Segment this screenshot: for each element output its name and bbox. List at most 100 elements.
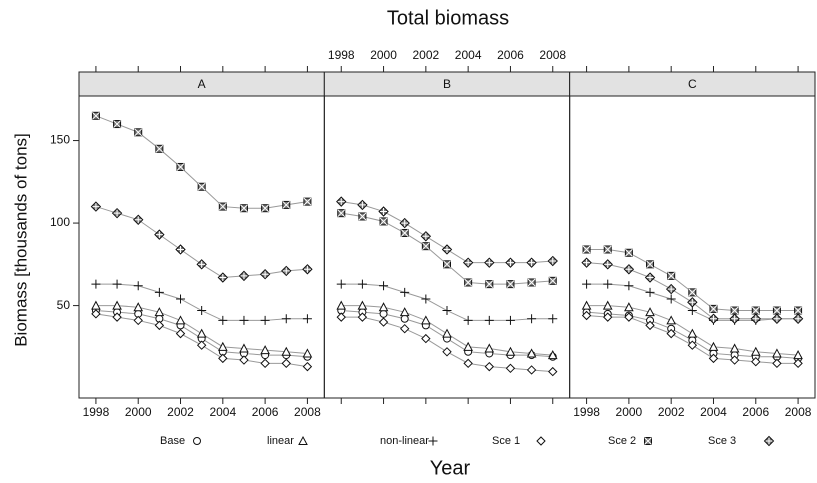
marker-shape: [193, 437, 201, 445]
marker-shape: [624, 302, 634, 312]
marker-shape: [357, 300, 368, 310]
point-marker: [357, 199, 368, 211]
marker-shape: [667, 285, 675, 293]
point-marker: [526, 348, 537, 358]
marker-shape: [239, 315, 249, 325]
legend-label: Sce 2: [608, 435, 636, 447]
marker-shape: [687, 306, 697, 316]
marker-shape: [645, 307, 655, 317]
point-marker: [772, 358, 782, 369]
marker-shape: [526, 348, 537, 358]
x-tick-label: 2002: [658, 405, 685, 419]
x-tick-label: 1998: [83, 405, 110, 419]
point-marker: [302, 314, 312, 324]
point-marker: [463, 358, 473, 369]
marker-shape: [688, 288, 697, 297]
point-marker: [729, 313, 740, 324]
marker-shape: [506, 259, 514, 267]
y-tick-label: 50: [57, 298, 71, 312]
legend-label: Sce 1: [492, 435, 520, 447]
marker-shape: [603, 279, 613, 289]
point-marker: [484, 315, 494, 325]
point-marker: [400, 287, 410, 297]
point-marker: [526, 257, 537, 268]
point-marker: [441, 244, 453, 255]
point-marker: [751, 306, 760, 315]
point-marker: [646, 260, 655, 269]
point-marker: [443, 260, 451, 269]
x-tick-label: 2008: [539, 48, 566, 62]
marker-shape: [485, 259, 493, 267]
point-marker: [644, 437, 652, 445]
point-marker: [298, 435, 308, 445]
point-marker: [772, 348, 782, 358]
point-marker: [463, 341, 473, 351]
marker-shape: [175, 315, 186, 325]
marker-shape: [378, 302, 389, 312]
marker-shape: [793, 358, 803, 369]
point-marker: [603, 279, 613, 289]
point-marker: [358, 212, 367, 221]
marker-shape: [645, 320, 655, 331]
marker-shape: [133, 315, 143, 326]
point-marker: [665, 283, 677, 295]
marker-shape: [177, 245, 185, 253]
strip: [78, 71, 325, 97]
marker-shape: [261, 270, 269, 278]
marker-shape: [218, 202, 227, 211]
marker-shape: [484, 361, 495, 372]
x-tick-label: 2000: [616, 405, 643, 419]
point-marker: [302, 264, 313, 275]
point-marker: [763, 435, 775, 447]
marker-shape: [91, 300, 101, 310]
point-marker: [155, 144, 164, 153]
marker-shape: [357, 279, 367, 289]
point-marker: [239, 343, 249, 353]
y-tick-label: 100: [50, 215, 70, 229]
marker-shape: [750, 346, 761, 356]
marker-shape: [281, 346, 292, 356]
point-marker: [91, 279, 101, 289]
marker-shape: [378, 317, 389, 327]
marker-shape: [604, 260, 612, 268]
marker-shape: [708, 341, 719, 351]
x-tick-label: 2006: [497, 48, 524, 62]
marker-shape: [91, 309, 101, 319]
marker-shape: [464, 278, 473, 287]
marker-shape: [399, 323, 410, 334]
marker-shape: [442, 347, 452, 357]
marker-shape: [646, 260, 654, 269]
marker-shape: [336, 279, 346, 289]
marker-shape: [464, 259, 472, 267]
marker-shape: [505, 315, 515, 325]
point-marker: [624, 281, 634, 291]
point-marker: [336, 196, 347, 207]
point-marker: [463, 315, 473, 325]
point-marker: [644, 272, 656, 283]
marker-shape: [302, 361, 313, 372]
marker-shape: [198, 260, 206, 268]
point-marker: [112, 312, 122, 322]
marker-shape: [505, 363, 516, 374]
marker-shape: [358, 212, 367, 221]
point-marker: [303, 197, 312, 206]
point-marker: [175, 315, 186, 325]
point-marker: [687, 340, 698, 350]
marker-shape: [421, 333, 431, 344]
point-marker: [133, 315, 143, 326]
marker-shape: [773, 315, 781, 323]
point-marker: [218, 353, 228, 364]
marker-shape: [528, 259, 536, 267]
marker-shape: [428, 436, 438, 446]
strip: [569, 71, 816, 97]
point-marker: [196, 340, 207, 350]
point-marker: [112, 300, 122, 310]
marker-shape: [337, 209, 346, 218]
marker-shape: [155, 144, 164, 153]
marker-shape: [112, 300, 122, 310]
marker-shape: [645, 287, 655, 297]
point-marker: [484, 257, 495, 268]
marker-shape: [357, 312, 368, 322]
marker-shape: [443, 245, 451, 253]
point-marker: [772, 306, 781, 315]
